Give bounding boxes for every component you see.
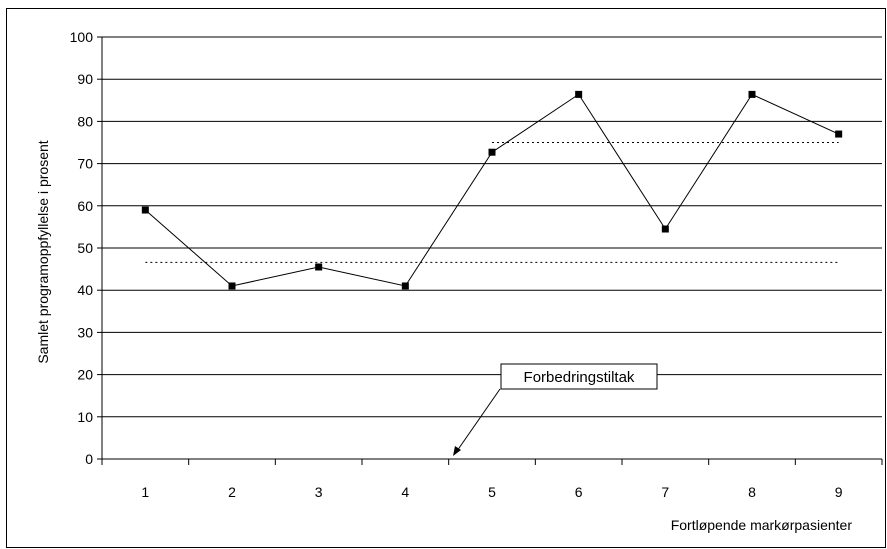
y-tick-label-60: 60 bbox=[77, 198, 93, 214]
data-point-8 bbox=[748, 90, 756, 98]
x-tick-label-2: 2 bbox=[228, 484, 236, 500]
series-line-0 bbox=[145, 93, 839, 287]
x-axis-label: Fortløpende markørpasienter bbox=[671, 517, 853, 533]
annotation-box bbox=[500, 363, 658, 390]
data-point-6 bbox=[575, 90, 583, 98]
axes bbox=[97, 36, 883, 465]
data-point-3 bbox=[315, 263, 323, 271]
y-tick-label-100: 100 bbox=[70, 29, 94, 45]
y-tick-label-40: 40 bbox=[77, 282, 93, 298]
annotation-text: Forbedringstiltak bbox=[524, 369, 635, 386]
annotation-arrow bbox=[456, 388, 501, 452]
annotation-arrowhead bbox=[453, 446, 461, 456]
series-line bbox=[145, 93, 839, 287]
annotation-callout: Forbedringstiltak bbox=[453, 363, 658, 456]
data-point-2 bbox=[228, 282, 236, 290]
data-point-4 bbox=[401, 282, 409, 290]
y-tick-label-20: 20 bbox=[77, 367, 93, 383]
y-axis-label: Samlet programoppfyllelse i prosent bbox=[35, 140, 51, 363]
y-tick-label-70: 70 bbox=[77, 156, 93, 172]
x-tick-label-7: 7 bbox=[661, 484, 669, 500]
y-tick-labels: 0 10 20 30 40 50 60 70 80 90 100 bbox=[70, 29, 94, 467]
x-tick-label-1: 1 bbox=[141, 484, 149, 500]
x-tick-labels: 1 2 3 4 5 6 7 8 9 bbox=[141, 484, 842, 500]
y-tick-label-10: 10 bbox=[77, 409, 93, 425]
x-tick-label-3: 3 bbox=[315, 484, 323, 500]
x-tick-label-8: 8 bbox=[748, 484, 756, 500]
x-tick-label-6: 6 bbox=[575, 484, 583, 500]
x-tick-label-9: 9 bbox=[835, 484, 843, 500]
data-point-7 bbox=[661, 225, 669, 233]
y-tick-label-0: 0 bbox=[85, 451, 93, 467]
gridlines bbox=[102, 36, 882, 418]
data-point-5 bbox=[488, 148, 496, 156]
data-point-9 bbox=[835, 130, 843, 138]
x-tick-label-4: 4 bbox=[401, 484, 409, 500]
y-tick-label-90: 90 bbox=[77, 71, 93, 87]
data-point-1 bbox=[141, 206, 149, 214]
y-tick-label-80: 80 bbox=[77, 113, 93, 129]
chart-frame bbox=[6, 8, 886, 548]
x-tick-label-5: 5 bbox=[488, 484, 496, 500]
y-tick-label-30: 30 bbox=[77, 324, 93, 340]
reference-lines bbox=[145, 142, 839, 263]
series-markers bbox=[141, 90, 843, 290]
y-tick-label-50: 50 bbox=[77, 240, 93, 256]
